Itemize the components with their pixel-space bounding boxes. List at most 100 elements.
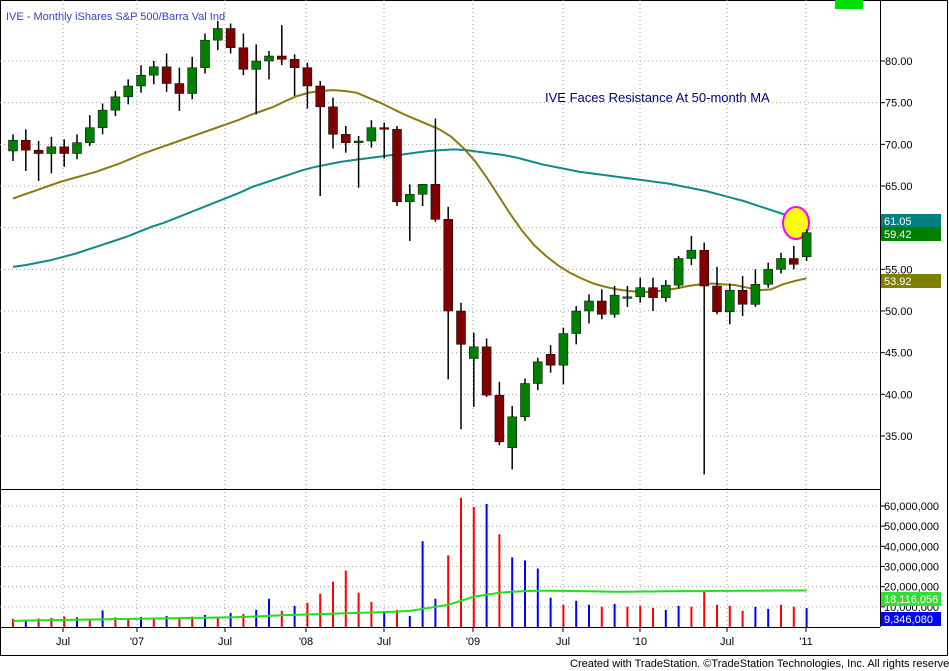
chart-title: IVE - Monthly iShares S&P 500/Barra Val … <box>6 11 225 23</box>
status-indicator <box>835 0 863 9</box>
candle-down <box>443 219 453 312</box>
time-tick-label: Jul <box>218 636 232 648</box>
candle-up <box>149 66 159 76</box>
candle-down <box>277 55 287 60</box>
price-tick-label: 75.00 <box>885 98 913 110</box>
candle-down <box>699 249 709 287</box>
volume-tick-label: 40,000,000 <box>884 541 939 553</box>
candle-up <box>97 109 108 128</box>
candle-up <box>8 139 18 152</box>
candle-down <box>648 287 658 298</box>
time-tick-label: Jul <box>56 636 70 648</box>
candle-up <box>213 28 223 41</box>
candle-up <box>46 146 57 154</box>
last-value-flag <box>881 274 941 288</box>
candle-down <box>33 149 44 154</box>
candle-down <box>225 28 236 48</box>
candle-up <box>405 194 415 203</box>
candle-up <box>353 140 364 143</box>
price-tick-label: 45.00 <box>885 348 913 360</box>
last-value-label: 59.42 <box>884 229 912 241</box>
candle-up <box>584 300 594 312</box>
candle-down <box>302 67 313 87</box>
candle-up <box>251 60 261 70</box>
time-tick-label: Jul <box>720 636 734 648</box>
candle-down <box>315 85 325 108</box>
candle-down <box>21 139 31 151</box>
moving-average-long <box>12 148 807 268</box>
candle-down <box>328 106 338 135</box>
candle-up <box>750 284 761 305</box>
candle-up <box>187 67 197 94</box>
candle-up <box>136 74 146 87</box>
candle-up <box>635 287 645 298</box>
candle-up <box>72 142 82 154</box>
price-tick-label: 65.00 <box>885 181 913 193</box>
time-tick-label: Jul <box>556 636 570 648</box>
candle-down <box>289 59 300 68</box>
candle-up <box>686 249 697 259</box>
candle-down <box>161 66 172 84</box>
footer-credit: Created with TradeStation. ©TradeStation… <box>570 658 949 670</box>
moving-average-short <box>12 89 807 293</box>
candle-up <box>609 294 620 315</box>
last-value-label: 53.92 <box>884 276 912 288</box>
time-tick-label: '09 <box>466 636 480 648</box>
time-tick-label: '08 <box>299 636 313 648</box>
candle-up <box>520 383 530 418</box>
candle-up <box>469 346 479 359</box>
volume-tick-label: 30,000,000 <box>884 562 939 574</box>
price-tick-label: 35.00 <box>885 431 913 443</box>
candle-down <box>430 184 441 220</box>
candle-down <box>59 146 69 154</box>
candle-up <box>110 96 121 111</box>
candle-up <box>725 289 735 313</box>
price-tick-label: 80.00 <box>885 56 913 68</box>
last-value-flag <box>881 612 941 626</box>
time-tick-label: '10 <box>633 636 647 648</box>
candle-down <box>712 285 722 313</box>
candle-up <box>801 232 812 258</box>
last-value-label: 61.05 <box>884 216 912 228</box>
volume-tick-label: 60,000,000 <box>884 501 939 513</box>
last-value-flag <box>881 227 941 241</box>
candle-down <box>341 134 351 143</box>
candle-down <box>174 83 185 94</box>
last-value-label: 9,346,080 <box>884 614 933 626</box>
time-tick-label: '07 <box>130 636 144 648</box>
candle-up <box>507 416 517 448</box>
candle-up <box>366 127 377 142</box>
candle-down <box>238 47 249 70</box>
resistance-highlight <box>782 206 810 240</box>
price-tick-label: 55.00 <box>885 264 913 276</box>
candle-up <box>661 284 671 298</box>
price-tick-label: 70.00 <box>885 139 913 151</box>
chart-annotation: IVE Faces Resistance At 50-month MA <box>545 90 770 105</box>
time-tick-label: '11 <box>799 636 813 648</box>
candle-up <box>85 127 95 143</box>
candle-up <box>673 258 684 286</box>
last-value-flag <box>881 214 941 228</box>
price-tick-label: 40.00 <box>885 389 913 401</box>
candle-up <box>200 39 210 68</box>
last-value-label: 18,116,056 <box>884 594 938 606</box>
candle-down <box>597 300 607 315</box>
candle-down <box>392 129 402 203</box>
candle-down <box>494 394 505 443</box>
candle-down <box>379 127 389 130</box>
candle-up <box>776 258 786 270</box>
volume-moving-average <box>12 589 807 622</box>
candle-down <box>789 258 799 265</box>
candle-up <box>264 55 274 62</box>
candle-down <box>737 289 748 305</box>
candle-up <box>622 296 633 299</box>
volume-tick-label: 20,000,000 <box>884 582 939 594</box>
candle-down <box>481 346 492 396</box>
time-tick-label: Jul <box>377 636 391 648</box>
candle-up <box>533 361 543 384</box>
candle-up <box>571 310 581 334</box>
candle-up <box>558 333 569 366</box>
candle-down <box>545 354 556 366</box>
candle-down <box>456 310 466 345</box>
